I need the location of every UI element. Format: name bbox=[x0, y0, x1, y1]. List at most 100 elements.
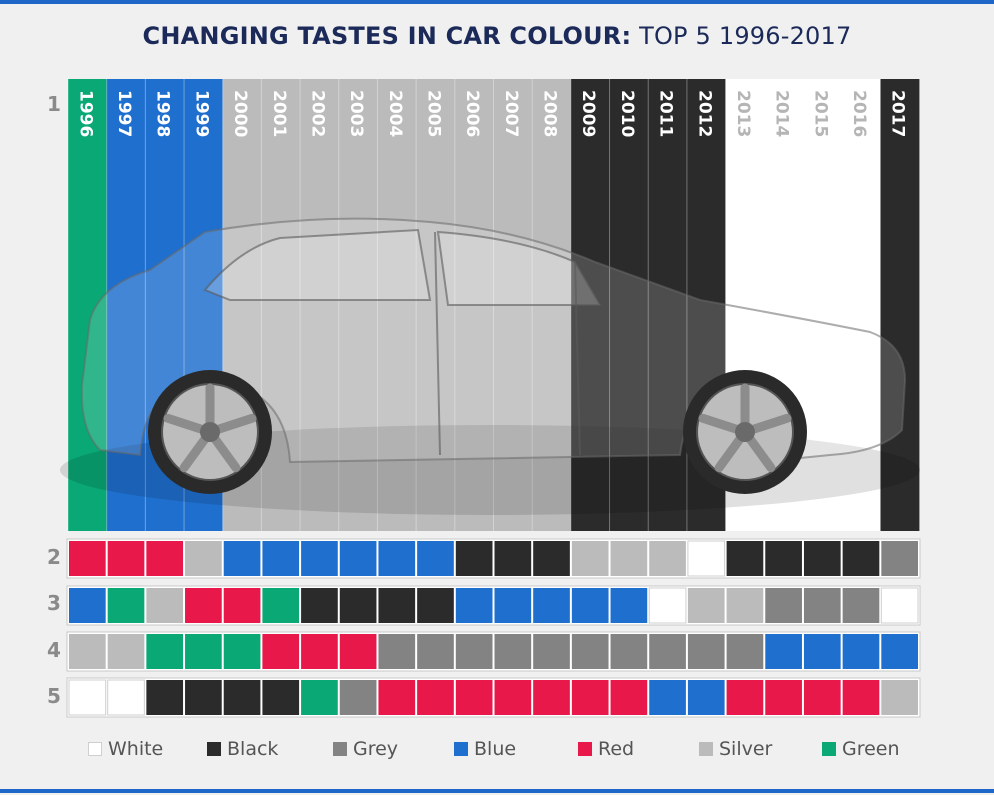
cell-rank2-2004 bbox=[378, 541, 416, 576]
legend-label-grey: Grey bbox=[353, 738, 399, 760]
cell-rank5-2008 bbox=[533, 680, 570, 715]
rank-label-4: 4 bbox=[47, 638, 61, 662]
cell-rank2-2017 bbox=[881, 541, 918, 576]
year-label-2000: 2000 bbox=[230, 90, 250, 137]
car-door-line bbox=[434, 231, 441, 456]
cell-rank5-2017 bbox=[881, 680, 918, 715]
cell-rank4-2009 bbox=[571, 634, 609, 669]
cell-rank3-2006 bbox=[455, 588, 493, 623]
cell-rank4-1997 bbox=[107, 634, 145, 669]
title-bold: CHANGING TASTES IN CAR COLOUR: bbox=[142, 22, 632, 50]
cell-rank4-2014 bbox=[765, 634, 802, 669]
legend-item-grey: Grey bbox=[333, 737, 398, 761]
cell-rank2-1999 bbox=[185, 541, 222, 576]
rank1-column-2016 bbox=[841, 79, 881, 531]
rank1-column-1996 bbox=[68, 79, 108, 531]
cell-rank3-2002 bbox=[301, 588, 338, 623]
cell-rank3-2015 bbox=[803, 588, 841, 623]
cell-rank2-2013 bbox=[726, 541, 764, 576]
wheel-hub-icon bbox=[200, 422, 220, 442]
cell-rank5-1998 bbox=[146, 680, 184, 715]
cell-rank4-1998 bbox=[146, 634, 184, 669]
bottom-rule bbox=[0, 789, 994, 793]
cell-rank2-2008 bbox=[533, 541, 570, 576]
legend-swatch-green bbox=[822, 742, 836, 756]
legend-item-red: Red bbox=[578, 737, 634, 761]
year-label-2002: 2002 bbox=[307, 90, 327, 137]
cell-rank4-2003 bbox=[339, 634, 377, 669]
cell-rank2-2009 bbox=[571, 541, 609, 576]
legend-label-blue: Blue bbox=[474, 738, 517, 760]
cell-rank3-2011 bbox=[648, 587, 687, 624]
year-label-1996: 1996 bbox=[75, 90, 95, 137]
cell-rank5-2002 bbox=[301, 680, 338, 715]
year-label-1999: 1999 bbox=[191, 90, 211, 137]
year-label-2009: 2009 bbox=[578, 90, 598, 137]
cell-rank5-2009 bbox=[571, 680, 609, 715]
car-door-line-front bbox=[574, 261, 581, 456]
legend-label-red: Red bbox=[598, 738, 635, 760]
legend-item-white: White bbox=[88, 737, 163, 761]
legend-swatch-silver bbox=[699, 742, 713, 756]
year-label-2001: 2001 bbox=[269, 90, 289, 137]
rank-label-2: 2 bbox=[47, 545, 61, 569]
cell-rank5-2010 bbox=[610, 680, 648, 715]
year-label-2006: 2006 bbox=[462, 90, 482, 137]
cell-rank4-2006 bbox=[455, 634, 493, 669]
cell-rank2-2015 bbox=[803, 541, 841, 576]
chart-title: CHANGING TASTES IN CAR COLOUR: TOP 5 199… bbox=[0, 22, 994, 50]
cell-rank5-2004 bbox=[378, 680, 416, 715]
year-label-2011: 2011 bbox=[656, 90, 676, 137]
cell-rank5-2014 bbox=[765, 680, 802, 715]
cell-rank2-1997 bbox=[107, 541, 145, 576]
cell-rank5-2015 bbox=[803, 680, 841, 715]
cell-rank4-2000 bbox=[223, 634, 261, 669]
cell-rank2-2000 bbox=[223, 541, 261, 576]
cell-rank3-2017 bbox=[880, 587, 919, 624]
cell-rank3-2005 bbox=[417, 588, 454, 623]
year-label-2014: 2014 bbox=[772, 90, 792, 137]
legend-swatch-grey bbox=[333, 742, 347, 756]
cell-rank5-2005 bbox=[417, 680, 454, 715]
cell-rank4-2007 bbox=[494, 634, 532, 669]
legend-label-green: Green bbox=[842, 738, 900, 760]
legend-swatch-red bbox=[578, 742, 592, 756]
wheel-hub-icon bbox=[735, 422, 755, 442]
cell-rank4-2017 bbox=[881, 634, 918, 669]
cell-rank3-2010 bbox=[610, 588, 648, 623]
year-label-2016: 2016 bbox=[849, 90, 869, 137]
year-label-2003: 2003 bbox=[346, 90, 366, 137]
cell-rank2-2001 bbox=[262, 541, 300, 576]
legend-swatch-black bbox=[207, 742, 221, 756]
legend-label-white: White bbox=[108, 738, 164, 760]
legend-swatch-white bbox=[88, 742, 102, 756]
cell-rank3-2007 bbox=[494, 588, 532, 623]
cell-rank4-2015 bbox=[803, 634, 841, 669]
rank-label-1: 1 bbox=[47, 92, 61, 116]
car-front-window bbox=[436, 230, 602, 306]
cell-rank3-2012 bbox=[687, 588, 725, 623]
year-label-2017: 2017 bbox=[888, 90, 908, 137]
cell-rank4-2008 bbox=[533, 634, 570, 669]
cell-rank3-2001 bbox=[262, 588, 300, 623]
cell-rank5-2003 bbox=[339, 680, 377, 715]
legend-item-blue: Blue bbox=[454, 737, 516, 761]
cell-rank2-2011 bbox=[649, 541, 686, 576]
rank-label-3: 3 bbox=[47, 591, 61, 615]
cell-rank3-2016 bbox=[842, 588, 880, 623]
year-label-2008: 2008 bbox=[540, 90, 560, 137]
cell-rank3-2009 bbox=[571, 588, 609, 623]
cell-rank5-2012 bbox=[687, 680, 725, 715]
cell-rank5-2000 bbox=[223, 680, 261, 715]
year-label-2010: 2010 bbox=[617, 90, 637, 137]
cell-rank3-2013 bbox=[726, 588, 764, 623]
cell-rank3-1999 bbox=[185, 588, 222, 623]
cell-rank5-1997 bbox=[107, 679, 145, 716]
cell-rank4-1996 bbox=[69, 634, 106, 669]
year-label-2005: 2005 bbox=[423, 90, 443, 137]
legend-swatch-blue bbox=[454, 742, 468, 756]
cell-rank5-2006 bbox=[455, 680, 493, 715]
cell-rank4-2012 bbox=[687, 634, 725, 669]
